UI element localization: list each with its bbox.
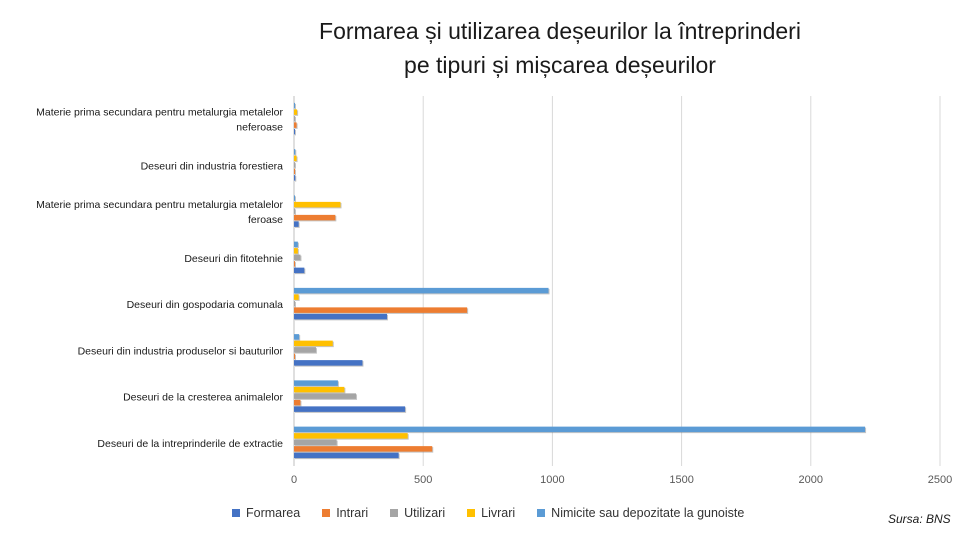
category-label-4-0: Deseuri din gospodaria comunala	[127, 299, 284, 311]
category-label-6-0: Deseuri de la cresterea animalelor	[123, 392, 283, 404]
x-tick-label-0: 0	[291, 474, 297, 486]
legend-item-utilizari: Utilizari	[390, 506, 445, 520]
legend-item-formarea: Formarea	[232, 506, 300, 520]
bar-nimicite-sau-depozitate-la-gunoiste-4	[294, 287, 549, 294]
bar-formarea-7	[294, 452, 399, 459]
legend-item-livrari: Livrari	[467, 506, 515, 520]
bar-formarea-2	[294, 221, 299, 227]
bar-intrari-2	[294, 214, 336, 221]
bar-formarea-4	[294, 313, 388, 320]
category-label-2-1: feroase	[248, 214, 283, 226]
bar-utilizari-0	[294, 115, 295, 122]
legend-swatch-intrari	[322, 509, 331, 517]
bar-shadow-1-1	[295, 169, 296, 176]
bar-intrari-3	[294, 261, 295, 267]
legend-item-nimicite: Nimicite sau depozitate la gunoiste	[537, 506, 744, 520]
bar-intrari-7	[294, 446, 433, 452]
bar-nimicite-sau-depozitate-la-gunoiste-1	[294, 149, 296, 155]
bar-livrari-5	[294, 340, 333, 347]
bar-nimicite-sau-depozitate-la-gunoiste-3	[294, 241, 298, 248]
category-label-3-0: Deseuri din fitotehnie	[184, 253, 283, 265]
x-tick-label-2: 1000	[540, 474, 564, 486]
bar-livrari-3	[294, 248, 298, 254]
bar-intrari-0	[294, 122, 297, 128]
bar-utilizari-6	[294, 393, 357, 399]
bar-livrari-4	[294, 294, 299, 300]
category-label-0-1: neferoase	[236, 122, 283, 134]
bar-utilizari-1	[294, 162, 295, 168]
bar-shadow-2-2	[295, 209, 296, 215]
bar-nimicite-sau-depozitate-la-gunoiste-0	[294, 102, 295, 109]
bar-shadow-2-4	[295, 301, 296, 308]
bar-utilizari-4	[294, 300, 295, 307]
bar-shadow-1-3	[295, 262, 296, 268]
legend-swatch-utilizari	[390, 509, 399, 517]
legend-label-livrari: Livrari	[481, 506, 516, 520]
bar-formarea-1	[294, 175, 296, 181]
bar-intrari-4	[294, 307, 468, 313]
bar-livrari-1	[294, 155, 297, 162]
x-tick-label-3: 1500	[669, 474, 693, 486]
bar-formarea-3	[294, 267, 305, 274]
bar-livrari-7	[294, 433, 408, 439]
legend-swatch-livrari	[467, 509, 476, 517]
bar-utilizari-7	[294, 439, 337, 446]
bar-shadow-1-5	[295, 354, 296, 361]
legend-label-intrari: Intrari	[336, 506, 369, 520]
bar-nimicite-sau-depozitate-la-gunoiste-5	[294, 334, 300, 340]
legend-swatch-formarea	[232, 509, 240, 517]
bar-shadow-0-1	[295, 176, 297, 182]
bar-nimicite-sau-depozitate-la-gunoiste-2	[294, 195, 295, 201]
bar-shadow-2-0	[295, 116, 296, 123]
legend-swatch-nimicite	[537, 509, 546, 517]
bar-shadow-2-1	[295, 163, 296, 169]
bar-shadow-4-2	[295, 196, 296, 202]
category-label-0-0: Materie prima secundara pentru metalurgi…	[36, 107, 283, 119]
bar-formarea-6	[294, 406, 406, 412]
bar-intrari-6	[294, 399, 301, 406]
bar-nimicite-sau-depozitate-la-gunoiste-6	[294, 380, 338, 386]
category-label-7-0: Deseuri de la intreprinderile de extract…	[97, 438, 283, 450]
x-tick-label-4: 2000	[799, 474, 823, 486]
bar-shadow-4-1	[295, 150, 297, 156]
legend-label-nimicite: Nimicite sau depozitate la gunoiste	[551, 506, 745, 520]
category-label-2-0: Materie prima secundara pentru metalurgi…	[36, 199, 283, 211]
bar-utilizari-5	[294, 347, 316, 353]
x-tick-label-1: 500	[414, 474, 432, 486]
bar-intrari-5	[294, 353, 295, 360]
chart-legend: Formarea Intrari Utilizari Livrari Nimic…	[232, 506, 766, 520]
bar-shadow-4-0	[295, 103, 296, 110]
bar-livrari-0	[294, 109, 298, 115]
bar-livrari-2	[294, 201, 341, 208]
x-tick-label-5: 2500	[928, 474, 952, 486]
bar-utilizari-3	[294, 254, 301, 261]
bar-livrari-6	[294, 386, 345, 393]
chart-title-line-2: pe tipuri și mișcarea deșeurilor	[404, 52, 716, 78]
bar-shadow-0-0	[295, 129, 296, 136]
bar-nimicite-sau-depozitate-la-gunoiste-7	[294, 426, 866, 433]
bar-formarea-5	[294, 360, 363, 366]
bar-intrari-1	[294, 168, 295, 175]
legend-item-intrari: Intrari	[322, 506, 368, 520]
chart-title-line-1: Formarea și utilizarea deșeurilor la înt…	[319, 18, 801, 44]
bar-formarea-0	[294, 128, 295, 135]
legend-label-formarea: Formarea	[246, 506, 301, 520]
category-label-5-0: Deseuri din industria produselor si baut…	[78, 345, 284, 357]
category-label-1-0: Deseuri din industria forestiera	[141, 160, 284, 172]
source-note: Sursa: BNS	[888, 512, 951, 526]
chart-title: Formarea și utilizarea deșeurilor la înt…	[260, 14, 860, 82]
bar-utilizari-2	[294, 208, 295, 214]
legend-label-utilizari: Utilizari	[404, 506, 446, 520]
